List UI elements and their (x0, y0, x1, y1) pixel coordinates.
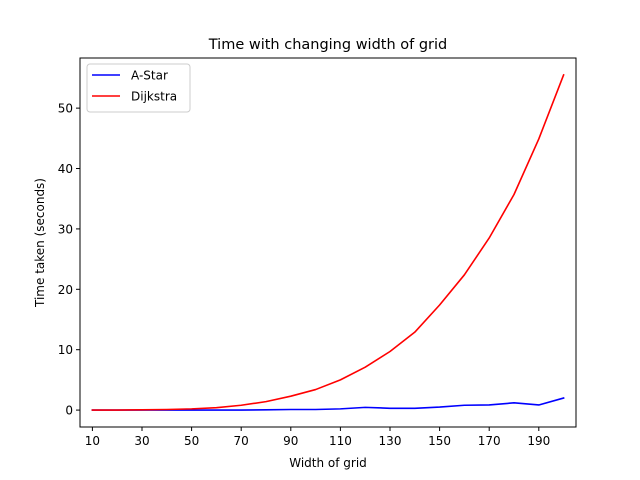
x-tick-label: 190 (527, 434, 550, 448)
x-tick-label: 30 (134, 434, 149, 448)
ticks-layer: 10 30 50 70 90 110 130 150 170 190 0 10 20 30 40 50 (58, 102, 551, 448)
x-tick-label: 150 (428, 434, 451, 448)
y-tick-label: 20 (58, 283, 73, 297)
chart-title: Time with changing width of grid (208, 37, 448, 53)
x-tick-label: 10 (85, 434, 100, 448)
x-axis-label: Width of grid (289, 456, 367, 470)
y-tick-label: 40 (58, 162, 73, 176)
legend-label: Dijkstra (131, 90, 177, 104)
x-tick-label: 170 (478, 434, 501, 448)
x-tick-label: 90 (283, 434, 298, 448)
plot-frame (79, 57, 577, 428)
y-axis-label: Time taken (seconds) (33, 178, 47, 308)
y-tick-label: 0 (65, 404, 73, 418)
legend-items: A-Star Dijkstra (92, 69, 177, 104)
legend: A-Star Dijkstra (86, 63, 191, 113)
series-line-dijkstra (91, 73, 565, 411)
legend-label: A-Star (131, 69, 168, 83)
x-tick-label: 130 (379, 434, 402, 448)
y-tick-label: 30 (58, 222, 73, 236)
y-tick-label: 50 (58, 102, 73, 116)
x-tick-label: 50 (184, 434, 199, 448)
x-tick-label: 110 (329, 434, 352, 448)
series-layer (91, 73, 565, 411)
x-tick-label: 70 (234, 434, 249, 448)
y-tick-label: 10 (58, 343, 73, 357)
legend-box (86, 63, 191, 113)
